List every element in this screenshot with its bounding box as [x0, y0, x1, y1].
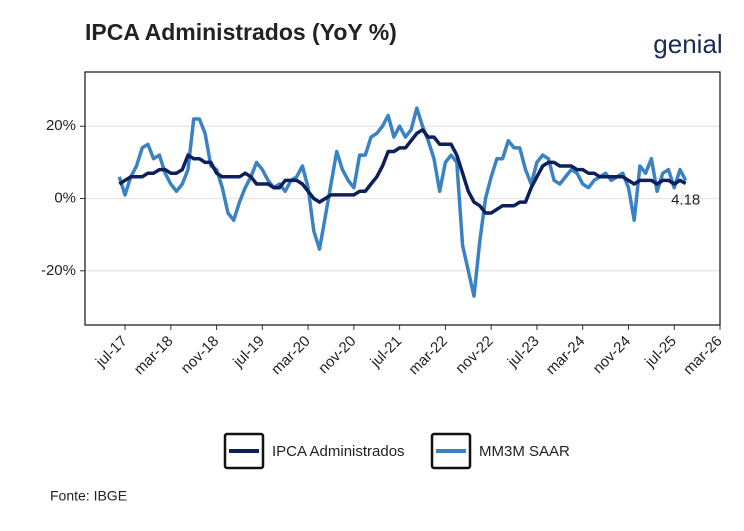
x-tick-label: jul-23: [504, 333, 543, 372]
x-tick-label: mar-18: [131, 333, 177, 379]
brand-logo: genial: [653, 29, 722, 59]
legend-label: MM3M SAAR: [479, 443, 570, 460]
source-note: Fonte: IBGE: [50, 488, 127, 504]
x-tick-label: nov-20: [315, 333, 359, 377]
y-tick-label: 0%: [54, 189, 76, 206]
x-tick-label: nov-18: [178, 333, 222, 377]
plot-frame: [84, 71, 721, 326]
x-tick-label: nov-22: [452, 333, 496, 377]
y-tick-label: -20%: [41, 262, 76, 279]
x-tick-label: mar-20: [268, 333, 314, 379]
y-tick-label: 20%: [46, 117, 76, 134]
legend-label: IPCA Administrados: [272, 443, 405, 460]
x-tick-label: mar-22: [405, 333, 451, 379]
x-tick-label: jul-17: [92, 333, 131, 372]
value-annotation: 4.18: [671, 191, 700, 208]
x-tick-label: mar-26: [680, 333, 726, 379]
x-tick-label: jul-25: [641, 333, 680, 372]
series-line: [118, 128, 687, 215]
x-tick-label: nov-24: [590, 333, 634, 377]
chart-title: IPCA Administrados (YoY %): [85, 19, 397, 45]
x-tick-label: jul-21: [367, 333, 406, 372]
x-tick-label: jul-19: [229, 333, 268, 372]
series-line: [117, 106, 688, 298]
x-tick-label: mar-24: [543, 333, 589, 379]
